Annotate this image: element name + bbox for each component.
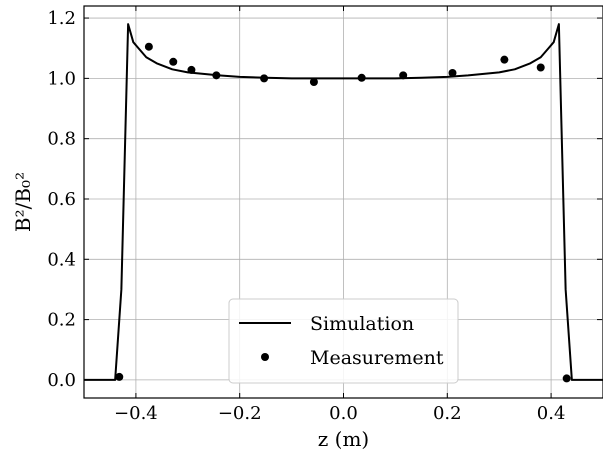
data-point-measurement [115, 372, 124, 381]
legend-box [228, 298, 459, 384]
data-point-measurement [500, 55, 509, 64]
y-tick-label: 0.2 [47, 310, 76, 331]
y-tick-label: 1.0 [47, 68, 76, 89]
data-point-measurement [212, 71, 221, 80]
data-point-measurement [260, 74, 269, 83]
x-tick-label: 0.0 [329, 403, 358, 424]
x-tick-label: −0.2 [218, 403, 262, 424]
data-point-measurement [399, 71, 408, 80]
legend-label: Simulation [310, 313, 414, 335]
data-point-measurement [144, 42, 153, 51]
x-tick-label: −0.4 [114, 403, 158, 424]
y-tick-label: 0.4 [47, 249, 76, 270]
series-line-simulation [84, 23, 603, 381]
y-tick-label: 0.8 [47, 129, 76, 150]
x-tick-label: 0.4 [537, 403, 566, 424]
legend: Simulation Measurement [228, 298, 459, 384]
y-axis-label: B²/B₀² [11, 172, 35, 232]
series-layer [84, 23, 603, 383]
data-point-measurement [187, 65, 196, 74]
data-point-measurement [448, 68, 457, 77]
data-point-measurement [309, 77, 318, 86]
x-axis-label: z (m) [318, 427, 369, 451]
data-point-measurement [536, 63, 545, 72]
legend-label: Measurement [310, 347, 444, 369]
data-point-measurement [357, 73, 366, 82]
legend-marker-point [261, 353, 269, 361]
ticks: −0.4 −0.2 0.0 0.2 0.4 0.0 0.2 0.4 0.6 0.8 1.0 1.2 [47, 6, 602, 424]
y-tick-label: 0.0 [47, 370, 76, 391]
x-tick-label: 0.2 [433, 403, 462, 424]
data-point-measurement [169, 57, 178, 66]
y-tick-label: 1.2 [47, 8, 76, 29]
data-point-measurement [562, 374, 571, 383]
y-tick-label: 0.6 [47, 189, 76, 210]
